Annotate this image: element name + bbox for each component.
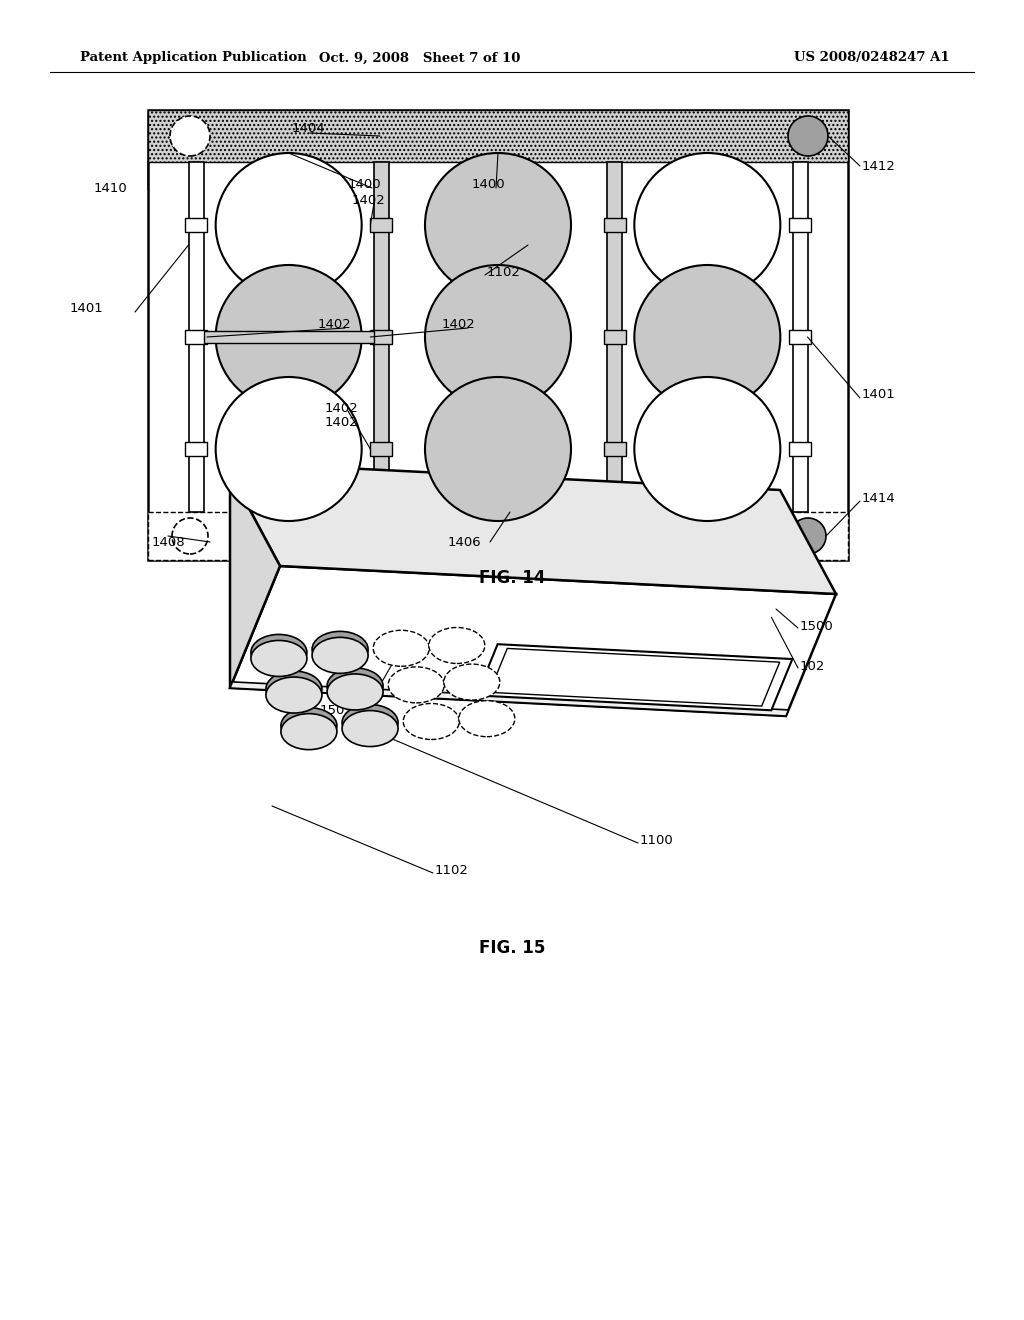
Bar	[793, 162, 808, 512]
Bar	[607, 162, 623, 512]
Text: 1400: 1400	[472, 178, 506, 191]
Polygon shape	[230, 566, 836, 715]
Polygon shape	[224, 462, 280, 688]
Text: 1500: 1500	[800, 619, 834, 632]
Text: 1402: 1402	[325, 401, 358, 414]
Circle shape	[170, 116, 210, 156]
Bar	[604, 442, 626, 455]
Ellipse shape	[342, 710, 398, 747]
Text: 1402: 1402	[325, 416, 358, 429]
Ellipse shape	[281, 708, 337, 743]
Text: 1502: 1502	[319, 704, 354, 717]
Ellipse shape	[281, 714, 337, 750]
Text: 1402: 1402	[318, 318, 352, 331]
Circle shape	[790, 517, 826, 554]
Text: 1401: 1401	[70, 301, 103, 314]
Ellipse shape	[425, 153, 571, 297]
Text: 1401: 1401	[862, 388, 896, 401]
Polygon shape	[489, 648, 779, 706]
Text: 1402: 1402	[442, 318, 476, 331]
Ellipse shape	[373, 630, 429, 667]
Text: FIG. 14: FIG. 14	[479, 569, 545, 587]
Text: Patent Application Publication: Patent Application Publication	[80, 51, 307, 65]
Ellipse shape	[216, 378, 361, 521]
Ellipse shape	[634, 265, 780, 409]
Ellipse shape	[429, 627, 484, 664]
Ellipse shape	[425, 378, 571, 521]
Circle shape	[172, 517, 208, 554]
Ellipse shape	[634, 378, 780, 521]
Text: 1408: 1408	[152, 536, 185, 549]
Text: 1100: 1100	[640, 833, 674, 846]
Ellipse shape	[634, 153, 780, 297]
Bar	[148, 110, 848, 560]
Bar	[371, 442, 392, 455]
Ellipse shape	[443, 664, 500, 700]
Ellipse shape	[327, 675, 383, 710]
Bar	[204, 331, 374, 343]
Text: 1402: 1402	[352, 194, 386, 206]
Ellipse shape	[327, 668, 383, 704]
Text: 102: 102	[800, 660, 825, 672]
Ellipse shape	[251, 635, 307, 671]
Bar	[371, 218, 392, 232]
Bar	[185, 330, 207, 345]
Text: 1414: 1414	[862, 491, 896, 504]
Circle shape	[788, 116, 828, 156]
Ellipse shape	[266, 677, 322, 713]
Ellipse shape	[251, 640, 307, 676]
Text: 1102: 1102	[435, 863, 469, 876]
Text: FIG. 15: FIG. 15	[479, 939, 545, 957]
Bar	[148, 110, 848, 162]
Ellipse shape	[216, 265, 361, 409]
Text: US 2008/0248247 A1: US 2008/0248247 A1	[795, 51, 950, 65]
Bar	[374, 162, 389, 512]
Ellipse shape	[312, 631, 368, 668]
Polygon shape	[476, 644, 793, 710]
Ellipse shape	[266, 671, 322, 708]
Bar	[148, 512, 848, 560]
Bar	[790, 442, 811, 455]
Ellipse shape	[388, 667, 444, 702]
Text: Oct. 9, 2008   Sheet 7 of 10: Oct. 9, 2008 Sheet 7 of 10	[319, 51, 520, 65]
Ellipse shape	[312, 638, 368, 673]
Ellipse shape	[342, 705, 398, 741]
Text: 1400: 1400	[348, 178, 382, 191]
Polygon shape	[224, 462, 836, 594]
Bar	[371, 330, 392, 345]
Text: 1404: 1404	[292, 121, 326, 135]
Ellipse shape	[425, 265, 571, 409]
Bar	[790, 218, 811, 232]
Bar	[604, 218, 626, 232]
Ellipse shape	[459, 701, 515, 737]
Bar	[185, 442, 207, 455]
Ellipse shape	[216, 153, 361, 297]
Polygon shape	[230, 682, 788, 715]
Bar	[188, 162, 204, 512]
Bar	[604, 330, 626, 345]
Text: 1410: 1410	[94, 181, 128, 194]
Text: 1412: 1412	[862, 160, 896, 173]
Bar	[790, 330, 811, 345]
Bar	[185, 218, 207, 232]
Text: 1406: 1406	[449, 536, 481, 549]
Ellipse shape	[403, 704, 459, 739]
Text: 1102: 1102	[487, 265, 521, 279]
